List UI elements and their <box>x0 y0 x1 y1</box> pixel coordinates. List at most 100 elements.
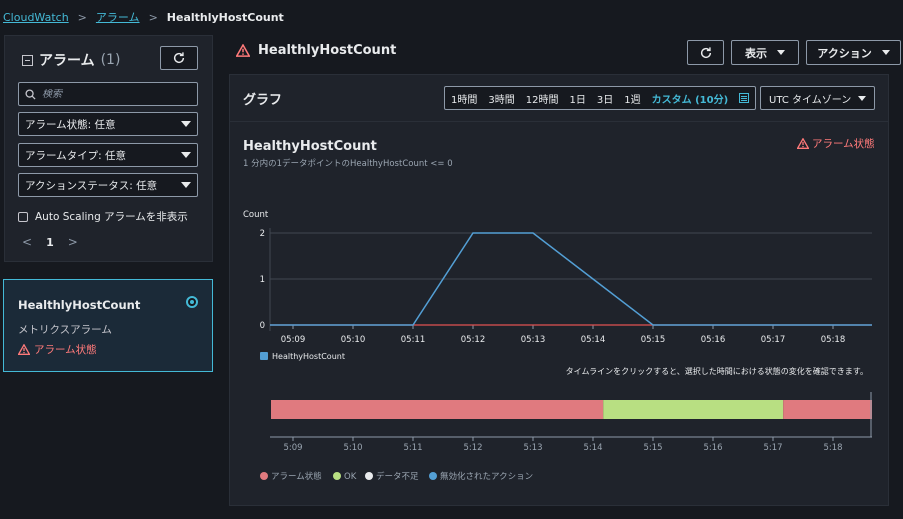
y-tick-label: 2 <box>260 229 265 239</box>
chevron-right-icon: > <box>77 10 87 24</box>
alarm-state-filter-label: アラーム状態: 任意 <box>25 118 116 131</box>
x-tick-label: 05:18 <box>821 335 846 345</box>
x-tick-label: 05:14 <box>581 335 606 345</box>
x-tick-label: 05:15 <box>641 335 666 345</box>
timeline-tick-label: 5:16 <box>703 443 722 453</box>
timeline-legend-swatch <box>429 472 437 480</box>
action-status-filter[interactable]: アクションステータス: 任意 <box>18 173 198 197</box>
timeline-tick-label: 5:10 <box>343 443 362 453</box>
alarm-card-name: HealthlyHostCount <box>18 298 141 312</box>
caret-down-icon <box>858 95 866 101</box>
current-page[interactable]: 1 <box>46 235 54 249</box>
alarm-type-filter[interactable]: アラームタイプ: 任意 <box>18 143 198 167</box>
series-line-healthyhostcount[interactable] <box>270 232 872 326</box>
timeline-tick-label: 5:18 <box>823 443 842 453</box>
chart-subtitle: 1 分内の1データポイントのHealthyHostCount <= 0 <box>243 159 453 169</box>
prev-page-icon[interactable]: < <box>22 235 33 249</box>
timeline-tick-label: 5:13 <box>523 443 542 453</box>
search-icon <box>25 88 36 100</box>
timeline-segment[interactable] <box>603 400 784 419</box>
action-status-filter-label: アクションステータス: 任意 <box>25 179 158 192</box>
chevron-right-icon: > <box>148 10 158 24</box>
timeline-legend-label[interactable]: アラーム状態 <box>271 471 322 482</box>
legend-healthyhostcount[interactable]: HealthyHostCount <box>272 352 345 361</box>
timeline-legend-swatch <box>333 472 341 480</box>
timeline-segment[interactable] <box>783 400 872 419</box>
time-range-selector: 1時間 3時間 12時間 1日 3日 1週 カスタム (10分) <box>444 86 757 110</box>
x-tick-label: 05:17 <box>761 335 786 345</box>
y-tick-label: 0 <box>260 321 265 331</box>
warning-icon <box>797 138 809 149</box>
range-1w[interactable]: 1週 <box>624 94 641 106</box>
caret-down-icon <box>777 50 785 55</box>
breadcrumb: CloudWatch > アラーム > HealthlyHostCount <box>3 9 284 25</box>
timeline-legend-label[interactable]: データ不足 <box>376 471 419 482</box>
x-tick-label: 05:09 <box>281 335 306 345</box>
timezone-label: UTC タイムゾーン <box>769 94 852 106</box>
timeline-segment[interactable] <box>271 400 604 419</box>
caret-down-icon <box>881 50 890 55</box>
range-1d[interactable]: 1日 <box>569 94 586 106</box>
refresh-icon <box>700 46 711 58</box>
timeline-tick-label: 5:12 <box>463 443 482 453</box>
checkbox-box[interactable] <box>18 211 28 222</box>
refresh-list-button[interactable] <box>160 46 198 70</box>
timeline-legend-swatch <box>365 472 373 480</box>
alarm-list-heading: アラーム <box>39 53 95 69</box>
alarm-select-radio[interactable] <box>186 296 198 308</box>
range-1h[interactable]: 1時間 <box>451 94 478 106</box>
range-3h[interactable]: 3時間 <box>488 94 515 106</box>
view-dropdown-button[interactable]: 表示 <box>731 40 799 65</box>
range-custom[interactable]: カスタム (10分) <box>651 94 729 106</box>
timeline-legend-label[interactable]: OK <box>344 472 357 482</box>
range-3d[interactable]: 3日 <box>596 94 614 106</box>
view-label: 表示 <box>745 46 767 60</box>
alarm-type-filter-label: アラームタイプ: 任意 <box>25 149 127 162</box>
timeline-tick-label: 5:17 <box>763 443 782 453</box>
page-title-text: HealthlyHostCount <box>258 43 397 58</box>
search-field[interactable] <box>18 82 198 106</box>
x-tick-label: 05:12 <box>461 335 486 345</box>
warning-icon <box>18 344 30 355</box>
x-tick-label: 05:13 <box>521 335 546 345</box>
caret-down-icon <box>181 152 191 158</box>
caret-down-icon <box>181 182 191 188</box>
alarm-card[interactable] <box>3 279 213 372</box>
timeline-legend-label[interactable]: 無効化されたアクション <box>440 471 533 482</box>
x-tick-label: 05:11 <box>401 335 426 345</box>
refresh-button[interactable] <box>687 40 724 65</box>
graph-panel <box>229 74 889 506</box>
alarm-card-state: アラーム状態 <box>18 342 97 357</box>
x-tick-label: 05:10 <box>341 335 366 345</box>
y-axis-label: Count <box>243 210 269 220</box>
refresh-icon <box>173 52 185 64</box>
legend-swatch-healthyhostcount <box>260 352 268 360</box>
hide-autoscaling-checkbox[interactable]: Auto Scaling アラームを非表示 <box>18 209 188 224</box>
breadcrumb-current: HealthlyHostCount <box>166 10 284 24</box>
alarm-count: (1) <box>100 52 121 68</box>
pagination: < 1 > <box>22 235 78 249</box>
timeline-tick-label: 5:11 <box>403 443 422 453</box>
x-tick-label: 05:16 <box>701 335 726 345</box>
y-tick-label: 1 <box>260 275 265 285</box>
chart-title: HealthyHostCount <box>243 139 377 154</box>
graph-panel-header <box>229 74 889 122</box>
timeline-hint: タイムラインをクリックすると、選択した時間における状態の変化を確認できます。 <box>566 366 868 376</box>
alarm-state-filter[interactable]: アラーム状態: 任意 <box>18 112 198 136</box>
alarm-card-type: メトリクスアラーム <box>18 324 112 336</box>
actions-label: アクション <box>817 46 872 60</box>
range-12h[interactable]: 12時間 <box>525 94 559 106</box>
chart-alarm-state-label: アラーム状態 <box>812 138 875 150</box>
timeline-tick-label: 5:09 <box>283 443 302 453</box>
timezone-select[interactable]: UTC タイムゾーン <box>760 86 875 110</box>
graph-section-title: グラフ <box>243 93 283 108</box>
search-input[interactable] <box>42 88 182 100</box>
breadcrumb-alarms-link[interactable]: アラーム <box>95 11 140 24</box>
collapse-icon[interactable] <box>22 54 33 66</box>
calendar-icon[interactable] <box>739 93 750 103</box>
actions-dropdown-button[interactable]: アクション <box>806 40 901 65</box>
alarm-list-title: アラーム (1) <box>22 50 120 70</box>
next-page-icon[interactable]: > <box>67 235 78 249</box>
breadcrumb-cloudwatch-link[interactable]: CloudWatch <box>3 10 69 24</box>
